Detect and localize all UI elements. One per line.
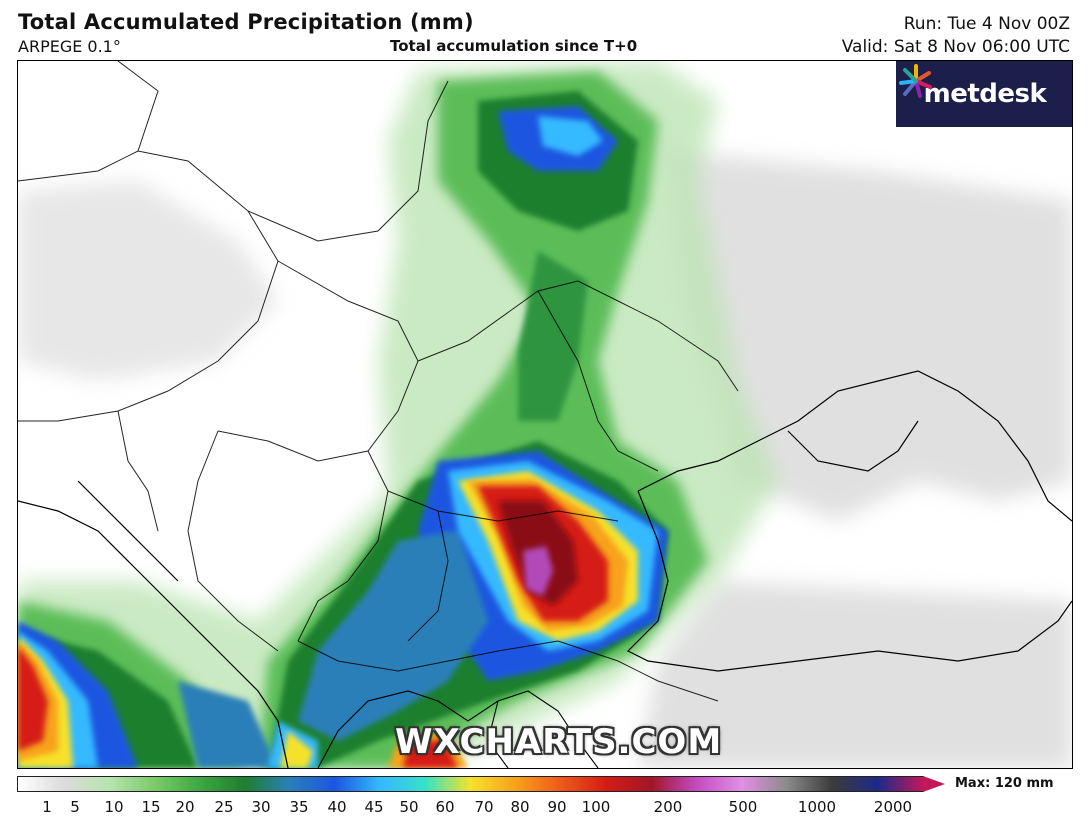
adriatic-coast [18,480,289,768]
purple-core [523,546,553,596]
legend-tick-label: 90 [547,798,567,816]
light-precip-grey [18,151,1072,768]
precipitation-map[interactable]: metdesk WXCHARTS.COM [17,60,1073,769]
run-time: Run: Tue 4 Nov 00Z [903,14,1070,34]
legend-tick-label: 5 [70,798,80,816]
accumulation-subtitle: Total accumulation since T+0 [390,37,638,55]
legend-tick-label: 200 [653,798,683,816]
chart-title: Total Accumulated Precipitation (mm) [18,10,474,34]
metdesk-logo: metdesk [896,61,1072,127]
black-sea-coast [626,370,1072,672]
legend-color-bar [17,776,924,792]
legend-tick-label: 70 [474,798,494,816]
legend-max-arrow [923,776,945,792]
legend-tick-label: 2000 [873,798,913,816]
map-canvas [18,61,1072,768]
metdesk-burst-icon [899,64,932,98]
legend-tick-label: 45 [364,798,384,816]
greece-coast [317,690,599,768]
legend-tick-label: 50 [399,798,419,816]
legend-tick-label: 500 [728,798,758,816]
country-borders [18,61,739,702]
valid-time: Valid: Sat 8 Nov 06:00 UTC [841,37,1070,57]
color-legend [17,776,947,796]
legend-tick-label: 40 [327,798,347,816]
legend-tick-label: 80 [510,798,530,816]
model-name: ARPEGE 0.1° [18,37,121,56]
legend-tick-label: 25 [214,798,234,816]
legend-tick-label: 20 [175,798,195,816]
legend-tick-label: 60 [435,798,455,816]
legend-tick-label: 1000 [797,798,837,816]
logo-text: metdesk [923,79,1047,109]
legend-max-label: Max: 120 mm [955,776,1054,791]
legend-tick-label: 35 [289,798,309,816]
legend-tick-label: 10 [104,798,124,816]
legend-tick-label: 100 [581,798,611,816]
wxcharts-watermark: WXCHARTS.COM [395,722,723,762]
legend-tick-label: 1 [42,798,52,816]
legend-ticks: 1 5 10 15 20 25 30 35 40 45 50 60 70 80 90 100 200 500 100… [17,798,947,820]
legend-tick-label: 15 [141,798,161,816]
legend-tick-label: 30 [251,798,271,816]
